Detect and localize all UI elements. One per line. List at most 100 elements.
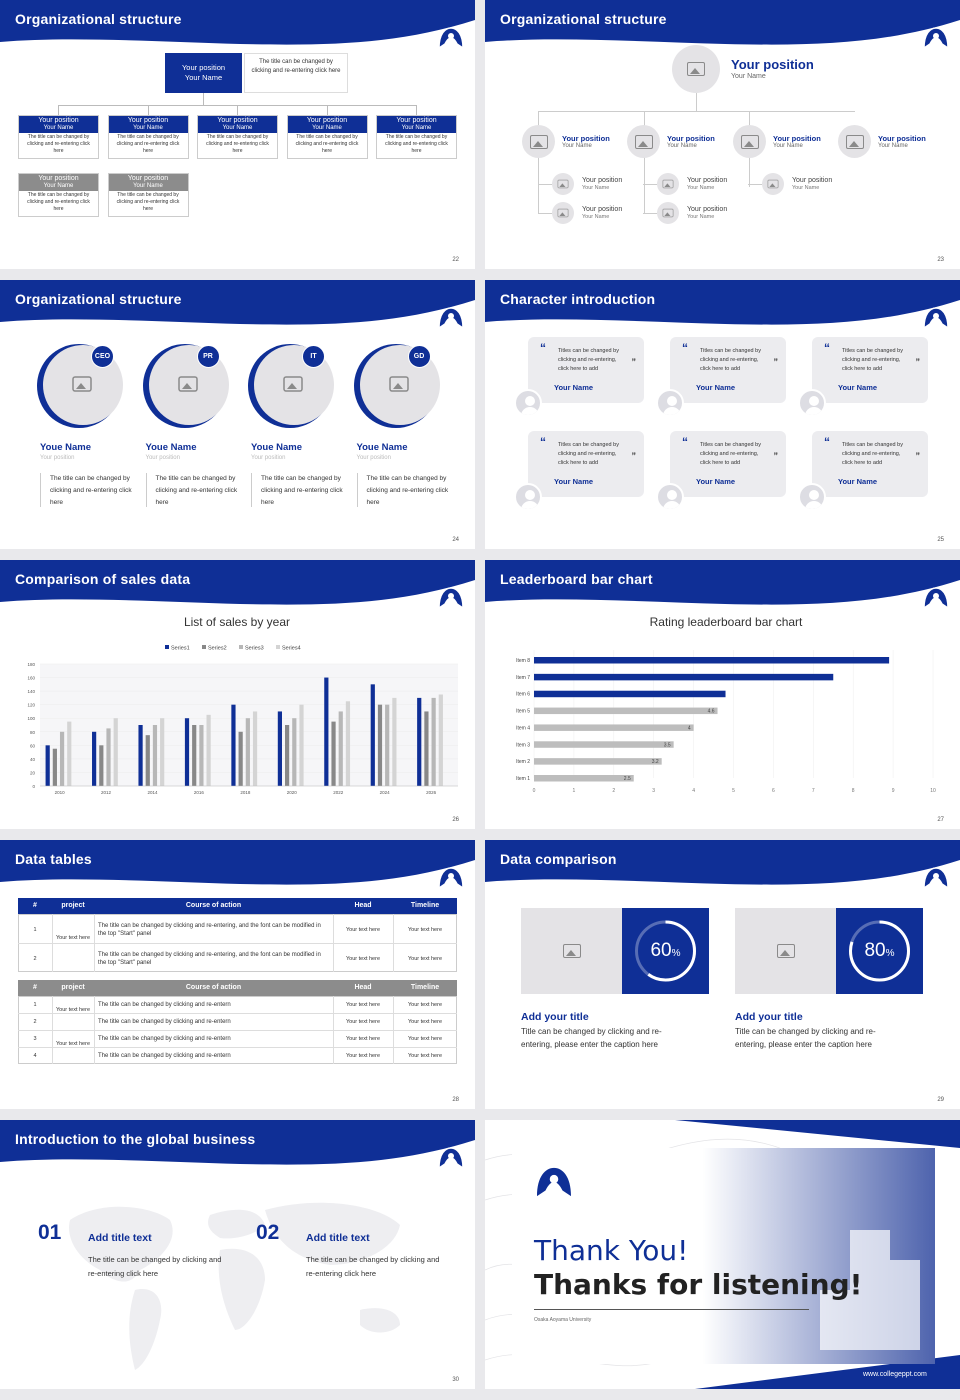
- bar: [138, 725, 143, 786]
- org-box[interactable]: Your position Your Name The title can be c…: [18, 115, 99, 159]
- photo-placeholder[interactable]: [552, 173, 574, 195]
- avatar: [798, 483, 826, 511]
- legend-swatch: [165, 645, 169, 649]
- y-tick-label: Item 7: [516, 675, 530, 681]
- x-tick-label: 4: [692, 788, 695, 794]
- image-placeholder[interactable]: [521, 908, 622, 994]
- slide-31[interactable]: Thank You! Thanks for listening! Osaka A…: [485, 1120, 960, 1389]
- testimonial-card[interactable]: “ ” Titles can be changed by clicking and …: [528, 337, 644, 403]
- org-box-name: Your Name: [222, 125, 253, 132]
- photo-placeholder[interactable]: [657, 173, 679, 195]
- x-tick-label: 2022: [333, 790, 344, 795]
- slide-30[interactable]: Introduction to the global business 30 0…: [0, 1120, 475, 1389]
- x-tick-label: 9: [892, 788, 895, 794]
- slide-29[interactable]: Data comparison 29 60% Add your title Titl…: [485, 840, 960, 1109]
- org-box-name: Your Name: [133, 183, 163, 190]
- role-badge-label: GD: [413, 353, 425, 360]
- bar: [438, 694, 443, 786]
- slide-25[interactable]: Character introduction 25 “ ” Titles can b…: [485, 280, 960, 549]
- org-box-gray[interactable]: Your position Your Name The title can be c…: [18, 173, 99, 217]
- chart-title: Rating leaderboard bar chart: [650, 615, 803, 629]
- slide-28[interactable]: Data tables 28 # project Course of action H…: [0, 840, 475, 1109]
- testimonial-name: Your Name: [554, 383, 594, 392]
- bar: [231, 704, 236, 786]
- photo-placeholder[interactable]: [733, 125, 766, 158]
- image-icon: [740, 134, 759, 149]
- photo-placeholder[interactable]: [657, 202, 679, 224]
- x-tick-label: 2018: [240, 790, 251, 795]
- slide-26[interactable]: Comparison of sales data List of sales b…: [0, 560, 475, 829]
- row-head: Your text here: [345, 1002, 381, 1008]
- person-name: Youe Name: [356, 442, 408, 453]
- org-box-desc: The title can be changed by clicking and…: [116, 133, 180, 154]
- chart-title: List of sales by year: [184, 615, 290, 629]
- org-top-desc: The title can be changed by clicking and…: [244, 53, 348, 93]
- testimonial-name: Your Name: [838, 383, 878, 392]
- bar: [160, 718, 165, 786]
- org-box-position: Your position: [127, 117, 169, 124]
- table-project-cell: Your text here: [55, 1041, 91, 1047]
- item-number: 02: [256, 1221, 280, 1244]
- progress-ring: [635, 920, 696, 982]
- page-number: 22: [452, 257, 459, 263]
- testimonial-card[interactable]: “ ” Titles can be changed by clicking and …: [670, 431, 786, 497]
- university-logo-icon: [922, 866, 950, 890]
- node-position: Your position: [667, 134, 715, 143]
- person-desc: The title can be changed by clicking and…: [155, 475, 238, 507]
- data-label: 4.6: [708, 709, 715, 715]
- slide-header: [0, 1120, 475, 1166]
- org-box[interactable]: Your position Your Name The title can be c…: [286, 115, 368, 159]
- testimonial-card[interactable]: “ ” Titles can be changed by clicking and …: [812, 431, 928, 497]
- org-top-box[interactable]: Your position Your Name: [165, 53, 242, 93]
- org-top-name: Your Name: [184, 72, 223, 82]
- slide-27[interactable]: Leaderboard bar chart Rating leaderboard…: [485, 560, 960, 829]
- table-header-cell: project: [61, 984, 85, 991]
- table-header-cell: #: [33, 984, 37, 991]
- page-number: 27: [937, 817, 944, 823]
- item-title: Add title text: [306, 1232, 370, 1244]
- bar: [206, 714, 211, 786]
- website-url[interactable]: www.collegeppt.com: [863, 1371, 927, 1378]
- quote-close-icon: ”: [631, 357, 637, 367]
- x-tick-label: 0: [533, 788, 536, 794]
- image-icon: [662, 208, 674, 218]
- org-box[interactable]: Your position Your Name The title can be c…: [107, 115, 189, 159]
- university-logo-icon: [437, 586, 465, 610]
- quote-open-icon: “: [540, 341, 546, 355]
- testimonial-card[interactable]: “ ” Titles can be changed by clicking and …: [812, 337, 928, 403]
- row-number: 1: [33, 927, 37, 933]
- row-course: The title can be changed by clicking and…: [98, 1053, 231, 1059]
- photo-placeholder[interactable]: [552, 202, 574, 224]
- slide-header: [0, 840, 475, 886]
- quote-close-icon: ”: [631, 451, 637, 461]
- slide-22[interactable]: Organizational structure Your position Y…: [0, 0, 475, 269]
- org-box-gray[interactable]: Your position Your Name The title can be c…: [107, 173, 189, 217]
- item-desc: The title can be changed by clicking and…: [88, 1255, 222, 1279]
- quote-open-icon: “: [682, 341, 688, 355]
- photo-placeholder[interactable]: [838, 125, 871, 158]
- role-badge-label: CEO: [94, 353, 111, 360]
- bar: [145, 735, 150, 786]
- org-box[interactable]: Your position Your Name The title can be c…: [197, 115, 278, 159]
- photo-placeholder[interactable]: [762, 173, 784, 195]
- node-name: Your Name: [562, 143, 592, 149]
- role-badge: PR: [196, 345, 220, 368]
- item-number: 01: [38, 1221, 62, 1244]
- slide-24[interactable]: Organizational structure 24 CEO Youe Name…: [0, 280, 475, 549]
- node-position: Your position: [792, 177, 833, 184]
- person-desc: The title can be changed by clicking and…: [50, 475, 132, 507]
- person-ring: [142, 344, 229, 428]
- image-placeholder[interactable]: [735, 908, 836, 994]
- org-box[interactable]: Your position Your Name The title can be c…: [376, 115, 457, 159]
- photo-placeholder[interactable]: [522, 125, 555, 158]
- testimonial-card[interactable]: “ ” Titles can be changed by clicking and …: [670, 337, 786, 403]
- photo-placeholder[interactable]: [627, 125, 660, 158]
- slide-23[interactable]: Organizational structure Your position Y…: [485, 0, 960, 269]
- y-tick-label: 20: [30, 770, 36, 775]
- legend-label: Series3: [245, 646, 264, 652]
- testimonial-card[interactable]: “ ” Titles can be changed by clicking and …: [528, 431, 644, 497]
- top-photo-placeholder[interactable]: [672, 45, 720, 93]
- role-badge-label: IT: [310, 353, 317, 360]
- quote-close-icon: ”: [915, 357, 921, 367]
- bar: [184, 718, 190, 786]
